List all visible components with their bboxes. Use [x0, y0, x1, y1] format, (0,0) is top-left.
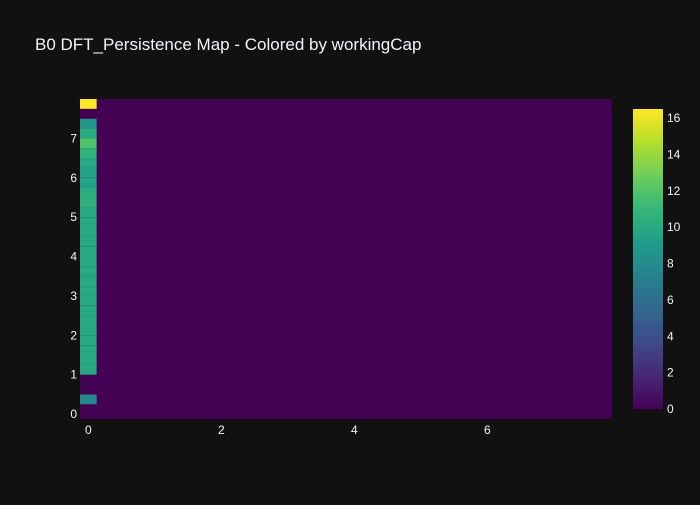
x-tick-label: 4: [351, 423, 358, 437]
heatmap-cell: [80, 118, 97, 129]
heatmap-cell: [80, 236, 97, 247]
heatmap-cell: [80, 108, 97, 119]
heatmap-cell: [80, 138, 97, 149]
heatmap-cell: [80, 374, 97, 385]
y-tick-label: 5: [70, 210, 77, 224]
colorbar-tick-label: 0: [667, 402, 674, 416]
heatmap-cell: [80, 148, 97, 159]
heatmap-cell: [80, 167, 97, 178]
y-tick-label: 4: [70, 250, 77, 264]
heatmap-cell: [80, 158, 97, 168]
heatmap-cell: [80, 217, 97, 227]
heatmap-cell: [80, 335, 97, 346]
heatmap-cell: [80, 266, 97, 277]
heatmap-cell: [80, 305, 97, 316]
heatmap-cell: [80, 246, 97, 257]
heatmap-cell: [80, 325, 97, 336]
heatmap-cell: [80, 394, 97, 405]
chart-title: B0 DFT_Persistence Map - Colored by work…: [35, 35, 421, 54]
colorbar-tick-label: 2: [667, 366, 674, 380]
heatmap-cell: [80, 295, 97, 306]
heatmap-cell: [80, 276, 97, 287]
y-tick-label: 6: [70, 171, 77, 185]
x-tick-label: 6: [484, 423, 491, 437]
heatmap-cell: [80, 364, 97, 375]
colorbar-tick-label: 14: [667, 147, 681, 161]
plot-area: [80, 99, 612, 419]
heatmap-cell: [80, 128, 97, 139]
colorbar-tick-label: 16: [667, 111, 681, 125]
colorbar-gradient: [633, 109, 663, 409]
heatmap-cell: [80, 404, 97, 415]
heatmap-cell: [80, 197, 97, 208]
y-tick-label: 0: [70, 407, 77, 421]
y-tick-label: 3: [70, 289, 77, 303]
colorbar-tick-label: 8: [667, 257, 674, 271]
heatmap-cell: [80, 207, 97, 218]
colorbar-tick-label: 6: [667, 293, 674, 307]
heatmap-cell: [80, 384, 97, 395]
colorbar-tick-label: 4: [667, 329, 674, 343]
x-tick-label: 2: [218, 423, 225, 437]
heatmap-cell: [80, 256, 97, 267]
heatmap-cell: [80, 355, 97, 365]
heatmap-cell: [80, 99, 97, 109]
heatmap-cell: [80, 187, 97, 198]
colorbar: 0 2 4 6 8 10 12 14 16: [633, 109, 681, 416]
y-axis: 0 1 2 3 4 5 6 7: [70, 131, 77, 421]
x-axis: 0 2 4 6: [85, 423, 491, 437]
x-tick-label: 0: [85, 423, 92, 437]
colorbar-tick-label: 10: [667, 220, 681, 234]
colorbar-tick-label: 12: [667, 184, 681, 198]
heatmap-cell: [80, 315, 97, 326]
heatmap-background-cells: [80, 99, 612, 419]
heatmap-cell: [80, 177, 97, 188]
heatmap-cell: [80, 286, 97, 296]
y-tick-label: 2: [70, 328, 77, 342]
heatmap-cell: [80, 227, 97, 237]
y-tick-label: 7: [70, 131, 77, 145]
y-tick-label: 1: [70, 368, 77, 382]
heatmap-cell: [80, 345, 97, 355]
